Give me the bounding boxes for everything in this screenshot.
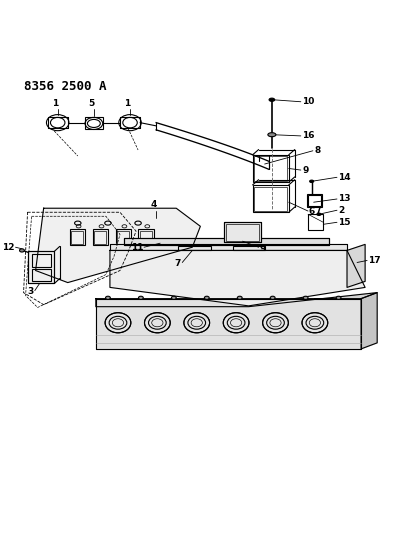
Text: 1: 1 [124,99,130,108]
Text: 8: 8 [313,146,319,155]
Ellipse shape [303,296,307,300]
Polygon shape [96,298,360,349]
Polygon shape [96,293,376,306]
Bar [85,117,103,130]
Text: 6: 6 [308,207,315,216]
Ellipse shape [204,296,209,300]
Text: 4: 4 [151,200,157,209]
Polygon shape [110,245,346,251]
Ellipse shape [309,180,313,182]
Bar [28,251,54,284]
Text: 13: 13 [337,195,350,204]
Bar [31,254,51,266]
Bar [70,229,85,245]
Text: 17: 17 [367,256,380,265]
Bar [71,231,83,244]
Bar [140,231,152,244]
Bar [178,246,211,249]
Bar [254,156,286,181]
Ellipse shape [144,313,170,333]
Bar [252,185,288,212]
Ellipse shape [237,296,242,300]
Bar [224,222,260,243]
Bar [232,246,265,249]
Ellipse shape [138,296,143,300]
Text: 15: 15 [337,218,350,227]
Bar [28,251,54,284]
Polygon shape [346,245,364,287]
Polygon shape [360,293,376,349]
Bar [224,222,260,243]
Ellipse shape [335,296,340,300]
Bar [115,229,130,245]
Bar [92,229,108,245]
Ellipse shape [171,296,176,300]
Text: 10: 10 [301,97,314,106]
Bar [124,238,328,245]
Ellipse shape [183,313,209,333]
Text: 16: 16 [301,132,314,140]
Bar [226,224,258,241]
Ellipse shape [20,249,24,252]
Polygon shape [110,251,364,306]
Ellipse shape [270,296,274,300]
Ellipse shape [301,313,327,333]
Text: 5: 5 [88,99,94,108]
Text: 8356 2500 A: 8356 2500 A [23,79,106,93]
Ellipse shape [267,133,275,136]
Text: 2: 2 [337,206,344,215]
Ellipse shape [262,313,288,333]
Ellipse shape [223,313,248,333]
Bar [117,231,129,244]
Bar [94,231,106,244]
Text: 9: 9 [259,244,265,253]
Text: 11: 11 [130,243,143,252]
Bar [306,194,321,207]
Bar [252,155,288,182]
Bar [31,269,51,280]
Bar [307,214,323,230]
Ellipse shape [268,98,274,101]
Text: 12: 12 [2,243,15,252]
Ellipse shape [105,296,110,300]
Bar [254,187,286,211]
Polygon shape [36,208,200,282]
Text: 1: 1 [52,99,58,108]
Text: 3: 3 [27,287,34,296]
Ellipse shape [105,313,130,333]
Bar [138,229,153,245]
Bar [307,196,320,206]
Text: 14: 14 [337,173,350,182]
Text: 9: 9 [301,166,308,175]
Ellipse shape [316,213,320,215]
Bar [124,238,328,245]
Text: 7: 7 [174,259,181,268]
